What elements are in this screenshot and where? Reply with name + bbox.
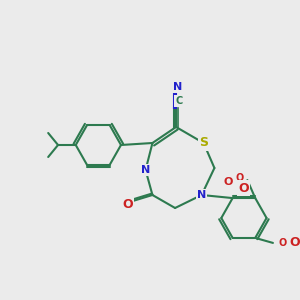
Text: N: N [173, 82, 183, 92]
Text: O: O [236, 173, 244, 183]
Text: O: O [123, 197, 133, 211]
Text: O: O [279, 238, 287, 248]
Text: N: N [197, 190, 206, 200]
Text: S: S [199, 136, 208, 149]
Text: O: O [223, 177, 232, 187]
Text: O: O [238, 182, 249, 195]
Text: O: O [289, 236, 300, 249]
Text: N: N [141, 165, 150, 175]
Text: C: C [176, 96, 183, 106]
